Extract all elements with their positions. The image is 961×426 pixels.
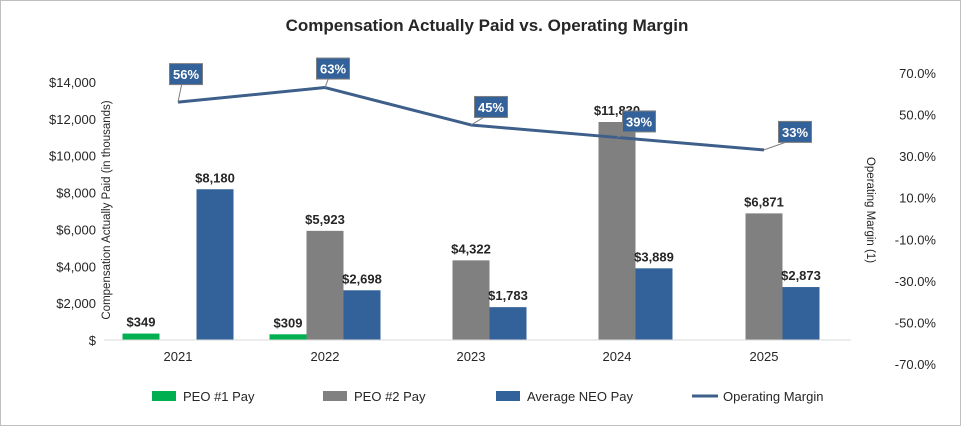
y-tick-label: $8,000: [56, 186, 96, 201]
legend-swatch-peo-1-pay: [152, 391, 176, 401]
bar-peo-2-pay-2023: [452, 260, 490, 340]
y-tick-label: $: [89, 333, 97, 348]
y-tick-label: $6,000: [56, 222, 96, 237]
bar-peo-2-pay-2022: [306, 230, 344, 340]
operating-margin-line: [177, 86, 765, 152]
margin-callout-box: [474, 95, 508, 118]
bar-peo-2-pay-2025: [745, 213, 783, 340]
margin-callout-box: [778, 120, 812, 143]
bar-peo-1-pay-2022: [269, 334, 307, 340]
legend-label-operating-margin: Operating Margin: [723, 389, 823, 404]
legend-label-peo-1-pay: PEO #1 Pay: [183, 389, 255, 404]
y2-tick-label: 70.0%: [899, 66, 936, 81]
bar-average-neo-pay-2023: [489, 307, 527, 340]
margin-callout-leader: [177, 82, 183, 103]
margin-callout-box: [622, 110, 656, 133]
y-tick-label: $4,000: [56, 259, 96, 274]
y2-tick-label: -10.0%: [895, 232, 937, 247]
bar-peo-2-pay-2024: [598, 121, 636, 341]
bar-data-label: $349: [127, 315, 156, 330]
legend-swatch-average-neo-pay: [496, 391, 520, 401]
x-tick-label: 2021: [164, 349, 193, 364]
margin-data-label: 56%: [173, 67, 199, 82]
bar-data-label: $2,873: [781, 268, 821, 283]
y-tick-label: $12,000: [49, 112, 96, 127]
bar-data-label: $309: [274, 315, 303, 330]
y2-tick-label: 10.0%: [899, 191, 936, 206]
y2-tick-label: -70.0%: [895, 357, 937, 372]
chart-title: Compensation Actually Paid vs. Operating…: [286, 16, 689, 35]
bar-average-neo-pay-2025: [782, 287, 820, 340]
bar-data-label: $4,322: [451, 241, 491, 256]
margin-data-label: 63%: [320, 62, 346, 77]
bar-data-label: $1,783: [488, 288, 528, 303]
bar-average-neo-pay-2022: [343, 290, 381, 340]
bar-data-label: $8,180: [195, 170, 235, 185]
bar-data-label: $2,698: [342, 271, 382, 286]
x-tick-label: 2024: [603, 349, 632, 364]
x-tick-label: 2025: [750, 349, 779, 364]
y-tick-label: $2,000: [56, 296, 96, 311]
bar-average-neo-pay-2024: [635, 268, 673, 340]
x-tick-label: 2023: [457, 349, 486, 364]
y-tick-label: $14,000: [49, 75, 96, 90]
bar-data-label: $5,923: [305, 212, 345, 227]
legend-label-peo-2-pay: PEO #2 Pay: [354, 389, 426, 404]
y2-tick-label: 30.0%: [899, 149, 936, 164]
bar-peo-1-pay-2021: [122, 333, 160, 340]
legend-swatch-peo-2-pay: [323, 391, 347, 401]
y2-tick-label: 50.0%: [899, 108, 936, 123]
legend-label-average-neo-pay: Average NEO Pay: [527, 389, 633, 404]
y2-axis-title: Operating Margin (1): [864, 157, 876, 263]
margin-callout-box: [169, 63, 203, 86]
margin-data-label: 33%: [782, 125, 808, 140]
bar-data-label: $3,889: [634, 249, 674, 264]
x-tick-label: 2022: [311, 349, 340, 364]
bar-average-neo-pay-2021: [196, 189, 234, 340]
margin-data-label: 39%: [626, 114, 652, 129]
margin-data-label: 45%: [478, 100, 504, 115]
y2-tick-label: -50.0%: [895, 315, 937, 330]
y-axis-title: Compensation Actually Paid (in thousands…: [101, 100, 113, 319]
bar-data-label: $6,871: [744, 194, 784, 209]
y2-tick-label: -30.0%: [895, 274, 937, 289]
y-tick-label: $10,000: [49, 149, 96, 164]
margin-callout-box: [316, 57, 350, 80]
